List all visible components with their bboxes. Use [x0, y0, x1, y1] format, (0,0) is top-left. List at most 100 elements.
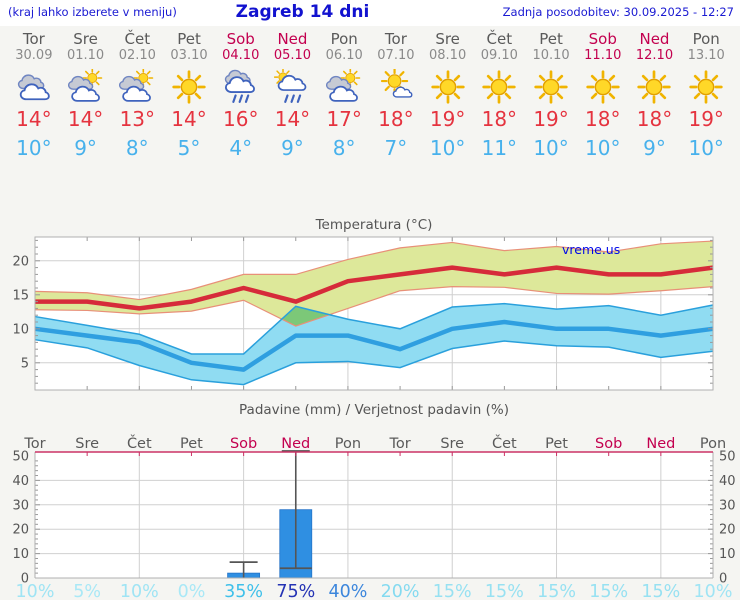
y-axis-label-left: 20 [12, 523, 29, 538]
y-axis-label-left: 10 [12, 547, 29, 562]
pop-label: 35% [224, 582, 263, 600]
high-temp: 14° [16, 107, 52, 131]
day-name: Pet [539, 30, 563, 48]
low-temp: 8° [332, 136, 356, 160]
high-temp: 18° [378, 107, 414, 131]
weather-icon [223, 69, 259, 105]
low-temp: 9° [643, 136, 666, 160]
day-date: 01.10 [66, 48, 105, 63]
day-name: Tor [384, 30, 407, 48]
pop-label: 75% [276, 582, 315, 600]
precip-day-label: Pet [545, 436, 568, 452]
day-name: Ned [277, 30, 308, 48]
precip-day-label: Ned [646, 436, 675, 452]
day-column: Ned 12.10 18° 9° [629, 28, 681, 160]
day-date: 10.10 [532, 48, 570, 63]
day-column: Tor 07.10 18° 7° [370, 28, 422, 160]
max-temp-band [35, 241, 713, 327]
precip-day-label: Tor [388, 436, 410, 452]
day-date: 08.10 [429, 48, 467, 63]
weather-icon [119, 69, 155, 105]
weather-icon-sunny [171, 69, 207, 105]
day-column: Pet 10.10 19° 10° [525, 28, 577, 160]
high-temp: 14° [67, 107, 104, 131]
day-name: Tor [22, 30, 45, 48]
pop-label: 15% [641, 582, 680, 600]
day-column: Sob 04.10 16° 4° [215, 28, 267, 160]
forecast-strip: Tor 30.09 14° 10° Sre 01.10 14° 9° Čet 02.10 13° 8°… [8, 28, 732, 160]
y-axis-label: 20 [12, 254, 29, 269]
header-bar: (kraj lahko izberete v meniju) Zagreb 14… [0, 0, 740, 26]
low-temp: 9° [281, 136, 304, 160]
weather-icon-rain [223, 69, 259, 105]
y-axis-label-left: 0 [21, 572, 29, 587]
low-temp: 5° [177, 136, 201, 160]
y-axis-label-right: 40 [719, 474, 736, 489]
y-axis-label: 15 [12, 288, 29, 303]
day-date: 02.10 [118, 48, 156, 63]
day-column: Tor 30.09 14° 10° [8, 28, 60, 160]
watermark-link[interactable]: vreme.us [562, 242, 620, 257]
day-date: 13.10 [687, 48, 725, 63]
day-name: Sre [435, 30, 460, 48]
precip-day-label: Pet [180, 436, 203, 452]
temperature-chart: 5 10 15 20 Temperatura (°C) vreme.us [12, 217, 714, 391]
weather-icon-partly-cloudy [326, 69, 362, 105]
pop-label: 15% [485, 582, 524, 600]
high-temp: 14° [274, 107, 311, 131]
day-date: 03.10 [170, 48, 208, 63]
weather-icon-partly-cloudy [119, 69, 155, 105]
max-band-upper-edge [34, 240, 714, 301]
weather-icon [68, 69, 104, 105]
day-name: Sob [226, 30, 255, 48]
y-axis-label-left: 30 [12, 498, 29, 513]
day-column: Pon 13.10 19° 10° [680, 28, 732, 160]
low-temp: 10° [533, 136, 569, 160]
pop-label: 20% [381, 582, 420, 600]
weather-icon [533, 69, 569, 105]
y-axis-label-left: 40 [12, 474, 29, 489]
y-axis-label-right: 30 [719, 498, 736, 513]
max-band-lower-edge [34, 286, 714, 327]
weather-icon [326, 69, 362, 105]
day-name: Pon [692, 30, 720, 48]
precip-day-label: Sob [595, 436, 622, 452]
weather-icon-cloudy [16, 69, 52, 105]
day-date: 11.10 [584, 48, 622, 63]
temp-plot-border [34, 236, 714, 391]
precip-day-label: Sob [230, 436, 257, 452]
low-temp: 10° [429, 136, 466, 160]
location-menu-note: (kraj lahko izberete v meniju) [8, 5, 177, 19]
pop-label: 0% [178, 582, 206, 600]
y-axis-label: 5 [21, 356, 29, 371]
precip-day-label: Sre [75, 436, 99, 452]
high-temp: 19° [533, 107, 569, 131]
y-axis-label-right: 10 [719, 547, 736, 562]
weather-icon-sunny [533, 69, 569, 105]
day-name: Pon [330, 30, 358, 48]
day-name: Pet [177, 30, 201, 48]
weather-icon-sunny [688, 69, 724, 105]
y-axis-label-right: 50 [719, 450, 736, 465]
high-temp: 18° [585, 107, 621, 131]
day-column: Pet 03.10 14° 5° [163, 28, 215, 160]
weather-icon [274, 69, 310, 105]
day-name: Čet [486, 30, 513, 48]
day-column: Sob 11.10 18° 10° [577, 28, 629, 160]
weather-icon [585, 69, 621, 105]
precip-day-label: Tor [23, 436, 45, 452]
low-temp: 9° [74, 136, 97, 160]
low-temp: 10° [16, 136, 52, 160]
weather-icon [378, 69, 414, 105]
day-name: Sre [73, 30, 98, 48]
overlap-band [281, 306, 330, 327]
high-temp: 19° [688, 107, 724, 131]
weather-icon [481, 69, 517, 105]
day-column: Čet 09.10 18° 11° [473, 28, 525, 160]
weather-icon-sunny [585, 69, 621, 105]
last-updated: Zadnja posodobitev: 30.09.2025 - 12:27 [502, 5, 734, 19]
pop-label: 10% [694, 582, 733, 600]
low-temp: 10° [585, 136, 621, 160]
day-date: 04.10 [222, 48, 260, 63]
temperature-chart-title: Temperatura (°C) [315, 217, 433, 233]
